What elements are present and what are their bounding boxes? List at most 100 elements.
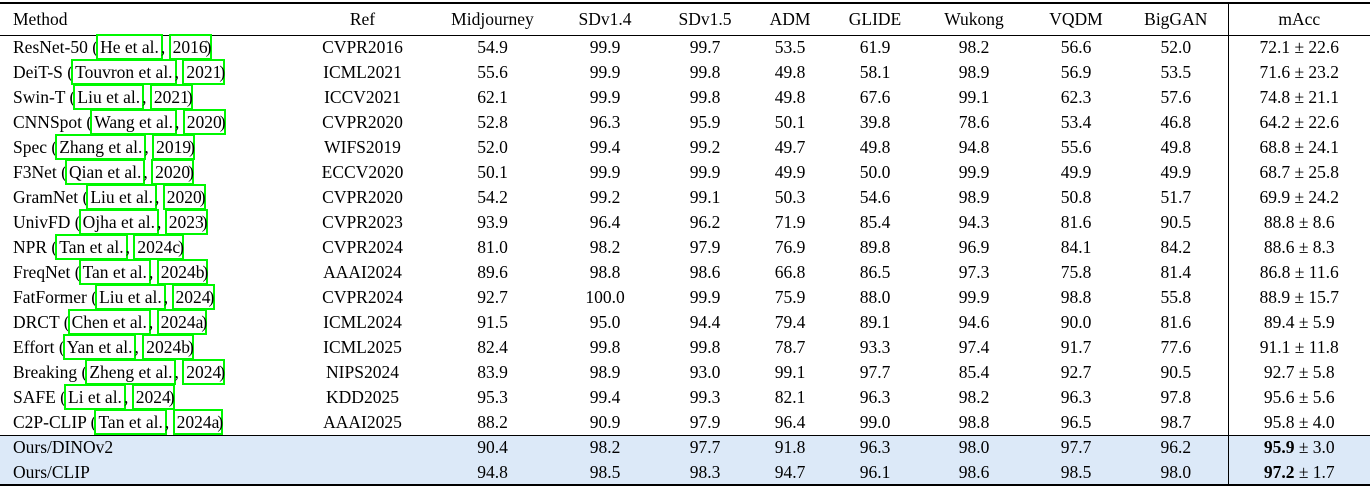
citation-year-link[interactable]: 2024b (156, 259, 209, 285)
value-cell: 96.5 (1060, 411, 1092, 432)
macc-mean: 95.6 (1263, 387, 1295, 407)
citation-author-link[interactable]: Wang et al. (90, 109, 178, 135)
macc-cell: 86.8 ± 11.6 (1259, 262, 1339, 282)
value-cell: 97.8 (1124, 385, 1229, 410)
citation-year-link[interactable]: 2020 (162, 184, 206, 210)
macc-std: 24.1 (1308, 137, 1340, 157)
citation-year-link[interactable]: 2024 (131, 384, 175, 410)
value-cell: 99.4 (589, 387, 621, 407)
ref-cell: NIPS2024 (326, 362, 399, 382)
value-cell: 99.9 (589, 87, 621, 107)
citation-author-link[interactable]: Liu et al. (73, 84, 145, 110)
macc-std: 4.0 (1312, 411, 1335, 432)
value-cell: 50.8 (1060, 187, 1092, 207)
citation-author-link[interactable]: Tan et al. (78, 259, 151, 285)
citation-year-link[interactable]: 2024a (156, 309, 208, 335)
value-cell: 99.1 (774, 362, 806, 382)
value-cell: 55.8 (1124, 285, 1229, 310)
value-cell: 53.4 (1060, 112, 1092, 132)
macc-mean: 88.6 (1263, 237, 1295, 257)
citation-author-link[interactable]: Liu et al. (95, 284, 166, 310)
table-row: UnivFD (Ojha et al., 2023) CVPR2023 93.9 96… (0, 209, 1370, 235)
value-cell: 91.7 (1060, 337, 1092, 357)
method-cell: GramNet (Liu et al., 2020) (0, 184, 290, 210)
macc-std: 8.6 (1312, 212, 1335, 232)
macc-mean: 68.8 (1259, 137, 1291, 157)
macc-cell: 95.9 ± 3.0 (1228, 435, 1370, 460)
macc-std: 5.8 (1312, 362, 1335, 382)
citation-year-link[interactable]: 2020 (151, 159, 195, 185)
value-cell: 99.3 (689, 387, 721, 407)
table-header: Method Ref Midjourney SDv1.4 SDv1.5 ADM … (0, 3, 1370, 35)
citation-author-link[interactable]: Zheng et al. (85, 359, 177, 385)
value-cell: 90.5 (1124, 210, 1229, 235)
value-cell: 90.4 (435, 435, 550, 460)
value-cell: 98.9 (958, 187, 990, 207)
value-cell: 52.8 (477, 112, 508, 132)
citation-author-link[interactable]: Liu et al. (86, 184, 158, 210)
citation-author-link[interactable]: Zhang et al. (55, 134, 147, 160)
citation-author-link[interactable]: Ojha et al. (78, 209, 159, 235)
value-cell: 67.6 (859, 87, 891, 107)
macc-std: 3.0 (1312, 437, 1335, 458)
value-cell: 49.8 (1124, 135, 1229, 160)
citation-year-link[interactable]: 2024a (172, 408, 224, 435)
value-cell: 99.1 (958, 87, 990, 107)
macc-mean: 88.9 (1259, 287, 1291, 307)
table-row: C2P-CLIP (Tan et al., 2024a) AAAI2025 88.2… (0, 408, 1370, 435)
citation-year-link[interactable]: 2020 (182, 109, 226, 135)
value-cell: 94.3 (958, 212, 990, 232)
value-cell: 98.0 (1124, 460, 1229, 485)
value-cell: 81.6 (1124, 310, 1229, 335)
col-header-vqdm: VQDM (1049, 8, 1103, 29)
macc-mean: 95.8 (1263, 411, 1295, 432)
table-row: GramNet (Liu et al., 2020) CVPR2020 54.2 99… (0, 184, 1370, 210)
macc-cell: 69.9 ± 24.2 (1259, 187, 1340, 207)
ref-cell (290, 435, 435, 460)
value-cell: 79.4 (774, 312, 806, 332)
citation-author-link[interactable]: Tan et al. (94, 408, 167, 435)
value-cell: 93.0 (689, 362, 721, 382)
macc-mean: 68.7 (1259, 162, 1291, 182)
citation-year-link[interactable]: 2024 (171, 284, 215, 310)
method-cell: Swin-T (Liu et al., 2021) (0, 84, 290, 110)
macc-cell: 68.8 ± 24.1 (1259, 137, 1340, 157)
citation-year-link[interactable]: 2024b (142, 334, 194, 360)
citation-year-link[interactable]: 2021 (182, 59, 226, 85)
citation-year-link[interactable]: 2023 (164, 209, 208, 235)
macc-cell: 92.7 ± 5.8 (1263, 362, 1335, 382)
value-cell: 94.6 (958, 312, 990, 332)
value-cell: 50.3 (774, 187, 806, 207)
citation-author-link[interactable]: Tan et al. (55, 234, 128, 260)
ref-cell: KDD2025 (326, 387, 399, 407)
citation-year-link[interactable]: 2021 (149, 84, 193, 110)
value-cell: 92.7 (477, 287, 508, 307)
macc-mean: 74.8 (1259, 87, 1291, 107)
citation-author-link[interactable]: He et al. (96, 34, 163, 61)
citation-author-link[interactable]: Li et al. (64, 384, 126, 410)
citation-year-link[interactable]: 2024 (182, 359, 226, 385)
value-cell: 83.9 (477, 362, 508, 382)
macc-cell: 95.8 ± 4.0 (1263, 411, 1335, 432)
col-header-glide: GLIDE (848, 8, 902, 29)
value-cell: 97.7 (1028, 435, 1124, 460)
citation-year-link[interactable]: 2024c (133, 234, 185, 260)
citation-author-link[interactable]: Yan et al. (62, 334, 137, 360)
value-cell: 49.8 (774, 87, 806, 107)
value-cell: 61.9 (859, 37, 891, 58)
citation-author-link[interactable]: Touvron et al. (71, 59, 177, 85)
value-cell: 99.9 (958, 287, 990, 307)
macc-std: 8.3 (1312, 237, 1335, 257)
method-cell: SAFE (Li et al., 2024) (0, 384, 290, 410)
value-cell: 55.6 (477, 62, 508, 82)
value-cell: 98.5 (1028, 460, 1124, 485)
value-cell: 90.5 (1124, 360, 1229, 385)
citation-author-link[interactable]: Qian et al. (64, 159, 146, 185)
method-cell: UnivFD (Ojha et al., 2023) (0, 209, 290, 235)
citation-year-link[interactable]: 2019 (152, 134, 196, 160)
citation-year-link[interactable]: 2016 (168, 34, 212, 61)
value-cell: 99.2 (689, 137, 721, 157)
citation-author-link[interactable]: Chen et al. (67, 309, 151, 335)
value-cell: 98.9 (589, 362, 621, 382)
ref-cell: CVPR2024 (322, 237, 403, 257)
